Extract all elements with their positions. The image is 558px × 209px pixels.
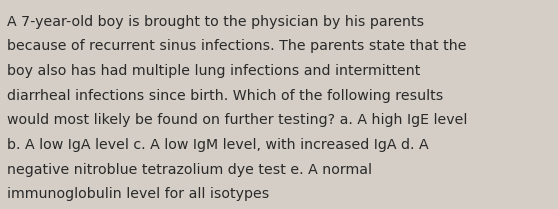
Text: diarrheal infections since birth. Which of the following results: diarrheal infections since birth. Which … xyxy=(7,89,443,103)
Text: boy also has had multiple lung infections and intermittent: boy also has had multiple lung infection… xyxy=(7,64,420,78)
Text: negative nitroblue tetrazolium dye test e. A normal: negative nitroblue tetrazolium dye test … xyxy=(7,163,372,177)
Text: b. A low IgA level c. A low IgM level, with increased IgA d. A: b. A low IgA level c. A low IgM level, w… xyxy=(7,138,429,152)
Text: A 7-year-old boy is brought to the physician by his parents: A 7-year-old boy is brought to the physi… xyxy=(7,15,424,29)
Text: would most likely be found on further testing? a. A high IgE level: would most likely be found on further te… xyxy=(7,113,467,127)
Text: immunoglobulin level for all isotypes: immunoglobulin level for all isotypes xyxy=(7,187,269,201)
Text: because of recurrent sinus infections. The parents state that the: because of recurrent sinus infections. T… xyxy=(7,39,466,53)
